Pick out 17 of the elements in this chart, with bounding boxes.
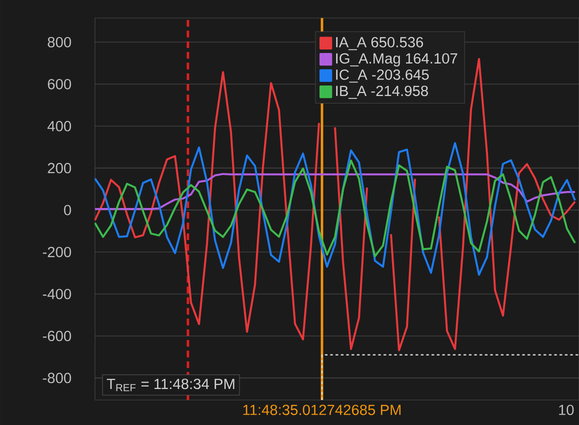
y-tick-label: -800	[42, 372, 72, 384]
y-tick-label: 200	[48, 162, 72, 174]
y-tick-label: 0	[64, 204, 72, 216]
text: 10	[559, 404, 574, 416]
text: 11:48:35.012742685 PM	[243, 404, 401, 416]
y-tick-label: 800	[48, 36, 72, 48]
line-series	[94, 142, 576, 276]
y-tick-label: -400	[42, 288, 72, 300]
legend-label: IC_A -203.645	[336, 69, 429, 83]
annotation: T$_{REF}$ = 11:48:34 PM	[106, 378, 234, 392]
legend-label: IG_A.Mag 164.107	[336, 53, 458, 66]
legend-label: IB_A -214.958	[336, 86, 428, 99]
y-tick-label: 600	[48, 78, 72, 90]
y-tick-label: -600	[42, 330, 72, 342]
y-tick-label: -200	[42, 246, 72, 258]
legend-label: IA_A 650.536	[336, 37, 424, 50]
y-tick-label: 400	[47, 120, 72, 132]
